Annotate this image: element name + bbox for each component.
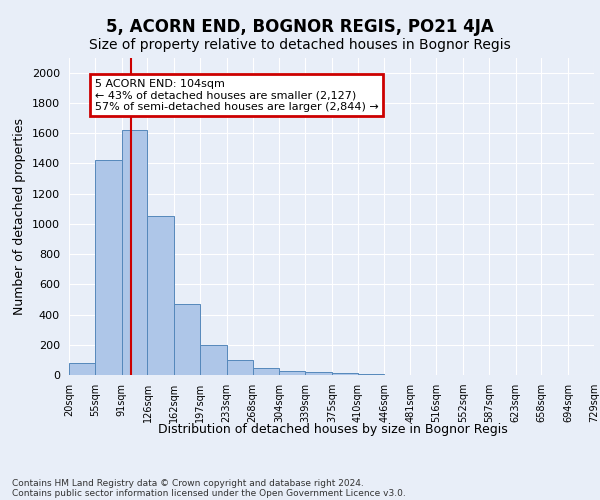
Text: Contains HM Land Registry data © Crown copyright and database right 2024.: Contains HM Land Registry data © Crown c… xyxy=(12,478,364,488)
Text: 5 ACORN END: 104sqm
← 43% of detached houses are smaller (2,127)
57% of semi-det: 5 ACORN END: 104sqm ← 43% of detached ho… xyxy=(95,78,379,112)
Bar xyxy=(332,374,358,375)
Bar xyxy=(227,360,253,375)
Bar xyxy=(279,371,305,375)
Text: Contains public sector information licensed under the Open Government Licence v3: Contains public sector information licen… xyxy=(12,488,406,498)
Bar xyxy=(148,216,174,375)
Bar xyxy=(95,160,122,375)
Y-axis label: Number of detached properties: Number of detached properties xyxy=(13,118,26,315)
Bar xyxy=(253,368,279,375)
Bar xyxy=(305,372,332,375)
Bar xyxy=(200,345,227,375)
Text: Distribution of detached houses by size in Bognor Regis: Distribution of detached houses by size … xyxy=(158,422,508,436)
Bar xyxy=(174,304,200,375)
Bar xyxy=(69,363,95,375)
Bar xyxy=(122,130,148,375)
Bar xyxy=(358,374,385,375)
Text: 5, ACORN END, BOGNOR REGIS, PO21 4JA: 5, ACORN END, BOGNOR REGIS, PO21 4JA xyxy=(106,18,494,36)
Text: Size of property relative to detached houses in Bognor Regis: Size of property relative to detached ho… xyxy=(89,38,511,52)
